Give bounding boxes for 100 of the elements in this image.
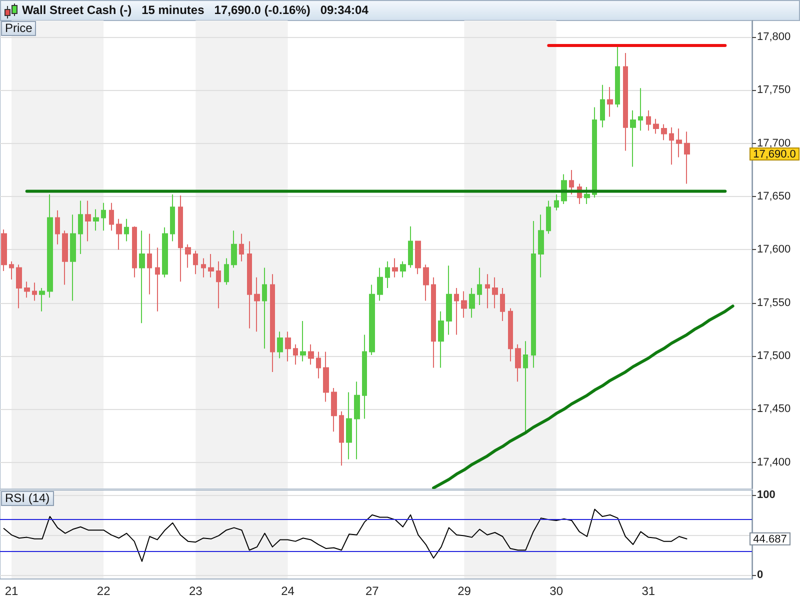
y-axis-title: Price [1,21,36,36]
y-axis-title: RSI (14) [1,491,54,506]
candlestick [39,288,45,312]
candlestick [461,290,467,318]
candlestick [239,233,244,262]
candlestick [323,351,329,402]
candlestick [400,260,406,278]
text: 44.687 [753,533,787,546]
candlestick [354,381,360,460]
candlestick [454,288,459,336]
candlestick [124,218,129,242]
candlestick [316,351,321,379]
candlestick [55,210,60,245]
y-tick-label: 17,450 [757,403,791,416]
candlestick [1,229,7,272]
candlestick [638,88,643,132]
candlestick [208,253,214,278]
y-tick-label: 17,550 [757,296,791,309]
candlestick [116,218,122,250]
candlestick [277,331,283,359]
x-tick-label: 30 [550,584,564,598]
candlestick [554,194,559,211]
candlestick [584,186,590,204]
candlestick [147,233,152,295]
candlestick [93,208,99,232]
candlestick [47,194,53,298]
candlestick [592,106,597,198]
candlestick [300,320,306,362]
candlestick [62,230,68,286]
x-tick-label: 23 [188,584,203,598]
candlestick [607,86,613,118]
candlestick [101,202,106,232]
x-tick-label: 21 [4,584,19,598]
candlestick [600,84,605,128]
y-tick-label: 17,750 [757,84,791,96]
candlestick [661,124,667,141]
candlestick [569,169,574,195]
candlestick [109,202,114,232]
candlestick [132,226,137,278]
candlestick [270,274,275,373]
y-tick-label: 17,700 [757,137,791,150]
candlestick [669,126,674,166]
candlestick [646,110,651,132]
candlestick [623,52,628,152]
candlestick [254,276,260,332]
candlestick [684,131,690,184]
candlestick [178,194,183,282]
candlestick [423,264,429,302]
y-tick-label: 17,400 [757,456,791,468]
x-tick-label: 22 [96,584,111,598]
y-tick-label: 17,600 [757,244,791,256]
candlestick [500,288,505,322]
candlestick [308,344,314,366]
candlestick [392,258,398,278]
candlestick [139,230,145,324]
candlestick [78,200,83,254]
candlestick [477,267,482,306]
candlestick [285,331,291,362]
candlestick [362,334,367,420]
candlestick [70,214,76,302]
line-series [432,304,734,489]
x-tick-label: 24 [281,584,295,598]
candlestick [523,340,528,432]
chart-title: Wall Street Cash (-) [22,2,132,19]
chart-subtitle: 15 minutes 17,690.0 (-0.16%) 09:34:04 [142,2,368,19]
candlestick [331,387,337,432]
candlestick [653,118,659,134]
candlestick [162,226,168,278]
candlestick [431,276,436,368]
y-tick-label: 0 [757,568,764,581]
candlestick [515,344,521,382]
y-tick-label: 100 [757,488,776,501]
candlestick [24,281,30,298]
candlestick [185,244,191,268]
candlestick [193,250,198,275]
candlestick [224,258,229,286]
candlestick [339,410,344,466]
candlestick [231,230,237,268]
candlestick [293,344,298,366]
candlestick [485,274,490,309]
text: 17,690.0 [753,148,796,160]
candlestick [346,392,352,460]
candlestick [615,46,620,108]
candlestick [630,110,636,168]
candlestick [408,226,413,268]
candlestick [531,220,536,368]
candlestick [415,240,421,275]
y-tick-label: 17,500 [757,350,791,362]
candlestick [32,282,37,302]
candlestick [438,310,444,368]
x-tick-label: 31 [642,584,656,598]
x-tick-label: 27 [365,584,380,598]
candlestick [201,258,206,278]
y-tick-label: 17,800 [757,31,791,44]
candlestick [216,260,221,309]
candlestick [538,214,544,278]
candlestick [508,308,513,362]
y-tick-label: 17,650 [757,190,791,203]
candlestick [385,260,390,288]
candlestick [262,267,267,350]
